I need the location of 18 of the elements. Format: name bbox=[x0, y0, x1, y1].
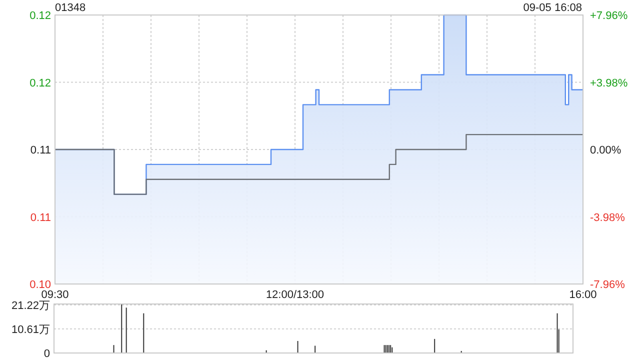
text: 09-05 16:08 bbox=[523, 2, 582, 14]
y2-tick-label: -7.96% bbox=[590, 279, 626, 291]
y2-tick-label: 0.00% bbox=[590, 144, 622, 156]
x-tick-label: 12:00/13:00 bbox=[266, 289, 324, 301]
y2-tick-label: -3.98% bbox=[590, 212, 626, 224]
x-tick-label: 09:30 bbox=[41, 289, 69, 301]
y-tick-label: 10.61万 bbox=[11, 324, 50, 336]
y-tick-label: 0.10 bbox=[30, 279, 51, 291]
y-tick-label: 0.12 bbox=[30, 77, 51, 90]
y-tick-label: 0.12 bbox=[30, 10, 51, 22]
y2-tick-label: +7.96% bbox=[590, 10, 628, 22]
y-tick-label: 0.11 bbox=[30, 144, 51, 156]
y-tick-label: 21.22万 bbox=[11, 300, 50, 312]
y-tick-label: 0 bbox=[44, 348, 50, 360]
chart-title: 01348 bbox=[55, 2, 86, 14]
y2-tick-label: +3.98% bbox=[590, 77, 628, 90]
x-tick-label: 16:00 bbox=[569, 289, 597, 301]
y-tick-label: 0.11 bbox=[30, 212, 51, 224]
